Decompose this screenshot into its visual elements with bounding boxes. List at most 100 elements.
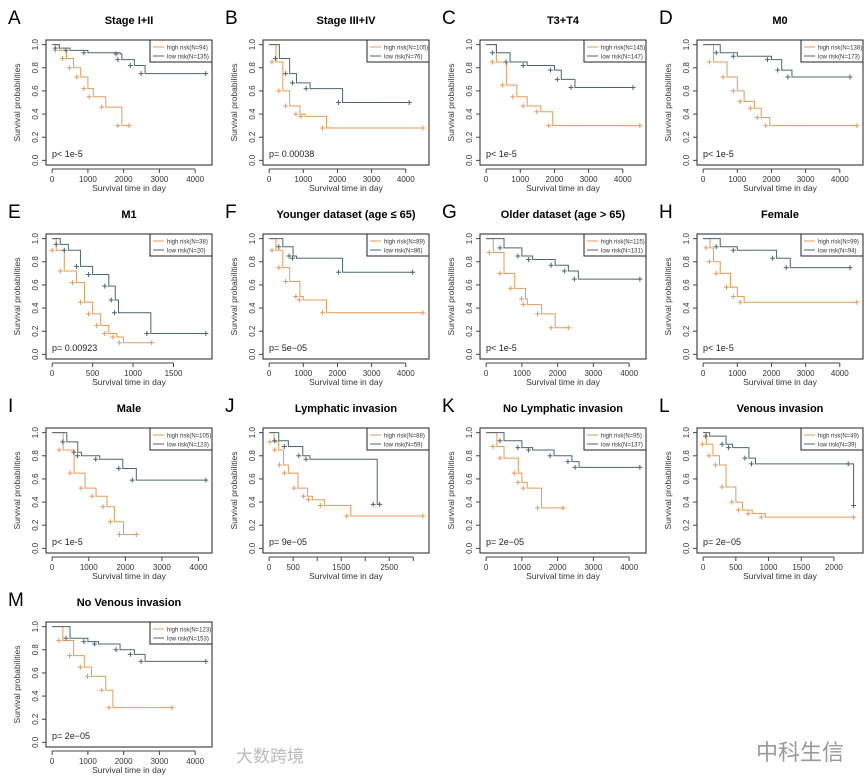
- y-tick-label: 0.2: [31, 713, 40, 725]
- km-panel-g: G Older dataset (age > 65) 0.0 0.2 0.4 0.6 0.8…: [434, 194, 651, 389]
- y-tick-label: 0.4: [248, 108, 257, 120]
- high-censor-mark: [729, 499, 735, 505]
- plot-frame: [479, 233, 647, 360]
- low-risk-curve: [486, 432, 640, 468]
- low-censor-mark: [410, 269, 416, 275]
- high-censor-mark: [565, 325, 571, 331]
- y-tick-label: 0.2: [31, 519, 40, 531]
- panel-letter: H: [659, 202, 673, 223]
- high-censor-mark: [86, 311, 92, 317]
- x-tick-label: 2000: [825, 563, 843, 572]
- y-tick-label: 0.4: [465, 302, 474, 314]
- km-plot: F Younger dataset (age ≤ 65) 0.0 0.2 0.4 0.6 0…: [225, 202, 430, 387]
- low-censor-mark: [73, 263, 79, 269]
- high-risk-curve: [52, 44, 129, 127]
- low-censor-mark: [630, 84, 636, 90]
- y-tick-label: 0.0: [248, 154, 257, 166]
- y-tick-label: 0.6: [248, 85, 257, 97]
- x-axis-label: Survival time in day: [526, 183, 600, 193]
- high-censor-mark: [81, 86, 87, 92]
- plot-frame: [479, 427, 647, 554]
- high-censor-mark: [713, 270, 719, 276]
- p-value: p= 5e−05: [269, 343, 307, 353]
- plot-frame: [479, 39, 647, 166]
- y-tick-label: 0.6: [465, 85, 474, 97]
- km-panel-b: B Stage III+IV 0.0 0.2 0.4 0.6 0.8 1.0 Survival …: [217, 0, 434, 195]
- low-censor-mark: [81, 50, 87, 56]
- y-tick-label: 0.6: [31, 85, 40, 97]
- legend-box: [149, 427, 213, 451]
- low-censor-mark: [370, 501, 376, 507]
- legend-label-low: low risk(N=76): [384, 55, 423, 61]
- p-value: p= 2e−05: [486, 537, 524, 547]
- km-panel-j: J Lymphatic invasion 0.0 0.2 0.4 0.6 0.8 1.0 Sur…: [217, 388, 434, 583]
- y-tick-label: 0.0: [682, 154, 691, 166]
- low-censor-mark: [547, 453, 553, 459]
- low-risk-curve: [486, 44, 634, 88]
- x-tick-label: 3000: [584, 369, 602, 378]
- panel-letter: D: [659, 8, 673, 29]
- x-axis-label: Survival time in day: [743, 377, 817, 387]
- high-censor-mark: [102, 331, 108, 337]
- high-risk-curve: [269, 44, 423, 129]
- low-censor-mark: [102, 283, 108, 289]
- low-risk-curve: [486, 238, 640, 280]
- y-tick-label: 0.4: [248, 496, 257, 508]
- low-censor-mark: [554, 76, 560, 82]
- y-tick-label: 0.6: [465, 279, 474, 291]
- legend-label-low: low risk(N=135): [167, 55, 209, 61]
- low-censor-mark: [845, 461, 851, 467]
- high-censor-mark: [67, 470, 73, 476]
- y-tick-label: 0.6: [682, 85, 691, 97]
- low-censor-mark: [286, 253, 292, 259]
- high-censor-mark: [115, 123, 121, 129]
- legend-box: [149, 621, 213, 645]
- legend-box: [366, 39, 430, 63]
- x-tick-label: 1000: [294, 175, 312, 184]
- y-axis-label: Survival probabilities: [12, 258, 22, 336]
- low-censor-mark: [127, 62, 133, 68]
- p-value: p= 0.00038: [269, 149, 314, 159]
- low-censor-mark: [377, 501, 383, 507]
- x-tick-label: 1500: [332, 563, 350, 572]
- panel-letter: E: [8, 202, 21, 223]
- panel-letter: C: [442, 8, 456, 29]
- high-risk-curve: [703, 432, 854, 518]
- km-panel-d: D M0 0.0 0.2 0.4 0.6 0.8 1.0 Survival probabilit…: [651, 0, 867, 195]
- legend-label-low: low risk(N=137): [601, 443, 643, 449]
- p-value: p= 2e−05: [703, 537, 741, 547]
- low-censor-mark: [144, 331, 150, 337]
- y-tick-label: 1.0: [31, 621, 40, 633]
- y-tick-label: 0.0: [682, 542, 691, 554]
- high-risk-curve: [703, 44, 857, 127]
- y-tick-label: 0.0: [31, 736, 40, 748]
- p-value: p= 0.00923: [52, 343, 97, 353]
- high-censor-mark: [737, 299, 743, 305]
- y-tick-label: 1.0: [31, 39, 40, 51]
- legend-label-low: low risk(N=147): [601, 55, 643, 61]
- high-censor-mark: [67, 65, 73, 71]
- plot-frame: [45, 427, 213, 554]
- plot-frame: [262, 233, 430, 360]
- x-tick-label: 4000: [620, 369, 638, 378]
- high-censor-mark: [500, 82, 506, 88]
- legend-box: [366, 427, 430, 451]
- x-tick-label: 3000: [363, 369, 381, 378]
- high-censor-mark: [706, 259, 712, 265]
- y-tick-label: 0.6: [465, 473, 474, 485]
- x-tick-label: 0: [267, 175, 272, 184]
- x-tick-label: 0: [50, 175, 55, 184]
- y-tick-label: 0.4: [31, 496, 40, 508]
- high-risk-curve: [52, 238, 152, 344]
- x-tick-label: 2000: [329, 175, 347, 184]
- high-censor-mark: [723, 284, 729, 290]
- panel-title: T3+T4: [547, 15, 580, 27]
- panel-title: Stage I+II: [105, 15, 154, 27]
- high-censor-mark: [854, 123, 860, 129]
- low-censor-mark: [74, 453, 80, 459]
- legend-label-low: low risk(N=59): [384, 443, 423, 449]
- high-censor-mark: [730, 294, 736, 299]
- high-censor-mark: [269, 247, 275, 253]
- high-censor-mark: [706, 59, 712, 65]
